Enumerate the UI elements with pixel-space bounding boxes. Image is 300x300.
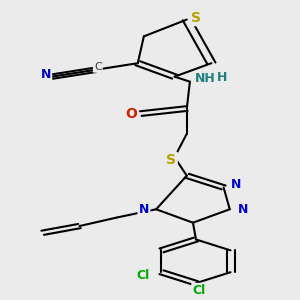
- Text: Cl: Cl: [136, 269, 150, 282]
- Text: S: S: [191, 11, 201, 25]
- Text: N: N: [139, 203, 149, 216]
- Text: N: N: [231, 178, 241, 190]
- Text: N: N: [238, 203, 248, 216]
- Text: NH: NH: [195, 73, 216, 85]
- Text: Cl: Cl: [192, 284, 206, 297]
- Text: H: H: [217, 71, 227, 84]
- Text: C: C: [94, 61, 102, 72]
- Text: O: O: [126, 106, 137, 121]
- Text: S: S: [167, 153, 176, 167]
- Text: N: N: [40, 68, 51, 82]
